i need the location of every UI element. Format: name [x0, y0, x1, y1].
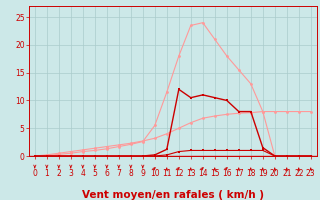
- X-axis label: Vent moyen/en rafales ( km/h ): Vent moyen/en rafales ( km/h ): [82, 190, 264, 200]
